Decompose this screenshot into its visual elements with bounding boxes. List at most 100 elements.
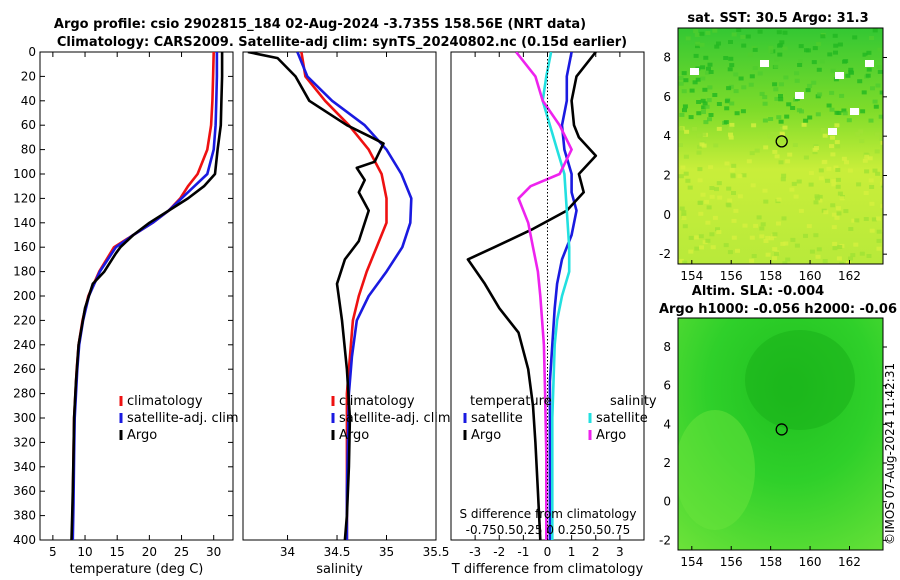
salinity-xtick-label: 34.5	[324, 545, 351, 559]
difference-xtick-label: 1	[568, 545, 576, 559]
difference-salinity-legend-label: satellite	[596, 411, 648, 426]
difference-xtick-label: 2	[592, 545, 600, 559]
sst_map-lon-label: 158	[759, 269, 782, 283]
salinity-legend-label: Argo	[339, 428, 369, 443]
sst_map-lat-label: 6	[663, 90, 671, 104]
depth-tick-label: 360	[13, 484, 36, 498]
temperature-series-argo	[70, 52, 224, 540]
difference-series-salinity-satellite	[541, 52, 571, 540]
sst_map-lon-label: 156	[720, 269, 743, 283]
sla-map-title-line-1: Altim. SLA: -0.004	[692, 284, 824, 299]
difference-series-temperature-satellite	[548, 52, 578, 540]
sla_map-lon-label: 162	[838, 555, 861, 569]
s-difference-label: S difference from climatology	[460, 507, 637, 521]
sla_map-lon-label: 160	[799, 555, 822, 569]
temperature-series-climatology	[70, 52, 215, 540]
depth-tick-label: 220	[13, 313, 36, 327]
imos-timestamp: ©IMOS 07-Aug-2024 11:42:31	[883, 363, 897, 545]
sla_map-lon-label: 154	[680, 555, 703, 569]
salinity-xtick-label: 35	[379, 545, 394, 559]
salinity-series-climatology	[300, 52, 388, 540]
depth-tick-label: 140	[13, 216, 36, 230]
sst_map-lon-label: 160	[799, 269, 822, 283]
sst-map-frame	[677, 27, 884, 265]
depth-tick-label: 340	[13, 460, 36, 474]
difference-xlabel: T difference from climatology	[451, 562, 644, 577]
temperature-axes-frame	[39, 51, 234, 541]
depth-tick-label: 0	[28, 45, 36, 59]
salinity-panel: 34 34.5 35 35.5 salinity climatology satellite…	[242, 51, 451, 577]
difference-xtick-label: -3	[469, 545, 481, 559]
difference-salinity-legend-label: Argo	[596, 428, 626, 443]
depth-tick-label: 80	[21, 143, 36, 157]
temperature-series-satellite-adj-clim	[71, 52, 219, 540]
temperature-legend-label: climatology	[127, 394, 203, 409]
sst_map-lon-label: 154	[680, 269, 703, 283]
temperature-xtick-label: 15	[110, 545, 125, 559]
sst_map-lat-label: 8	[663, 51, 671, 65]
figure-title-line-1: Argo profile: csio 2902815_184 02-Aug-20…	[54, 17, 586, 32]
legend-title-temperature: temperature	[470, 394, 552, 409]
sst-map: sat. SST: 30.5 Argo: 31.3 154 156 158 160 16…	[659, 11, 887, 283]
temperature-panel: 0 20 40 60 80 100 120 140 160 180 200 220 240 260 280 3…	[13, 45, 239, 577]
depth-tick-label: 160	[13, 240, 36, 254]
sst_map-lat-label: 0	[663, 208, 671, 222]
sst_map-lat-label: -2	[659, 247, 671, 261]
salinity-series-satellite-adj-clim	[296, 52, 413, 540]
depth-tick-label: 240	[13, 338, 36, 352]
sla_map-lat-label: 4	[663, 417, 671, 431]
depth-tick-label: 260	[13, 362, 36, 376]
difference-panel: -3 -2 -1 0 1 2 3 T difference from climatology S…	[450, 51, 657, 577]
difference-temperature-legend-label: Argo	[471, 428, 501, 443]
salinity-xtick-label: 35.5	[423, 545, 450, 559]
depth-tick-label: 20	[21, 69, 36, 83]
difference-xtick-label: 3	[616, 545, 624, 559]
sla_map-lat-label: 0	[663, 495, 671, 509]
figure-title-line-2: Climatology: CARS2009. Satellite-adj cli…	[57, 35, 627, 50]
sla_map-lon-label: 158	[759, 555, 782, 569]
sst_map-lat-label: 4	[663, 129, 671, 143]
depth-tick-label: 300	[13, 411, 36, 425]
sst-map-title: sat. SST: 30.5 Argo: 31.3	[687, 11, 868, 26]
sla_map-lat-label: 2	[663, 456, 671, 470]
salinity-axes-frame	[242, 51, 437, 541]
difference-series-temperature-argo	[466, 52, 598, 540]
sst_map-lat-label: 2	[663, 169, 671, 183]
sla_map-lat-label: 8	[663, 340, 671, 354]
depth-tick-label: 320	[13, 435, 36, 449]
difference-xtick-label: 0	[544, 545, 552, 559]
depth-tick-label: 380	[13, 509, 36, 523]
depth-tick-label: 280	[13, 387, 36, 401]
depth-tick-label: 100	[13, 167, 36, 181]
sla_map-lon-label: 156	[720, 555, 743, 569]
argo-float-marker	[775, 423, 788, 436]
temperature-legend-label: Argo	[127, 428, 157, 443]
salinity-series-argo	[247, 52, 385, 540]
temperature-xtick-label: 25	[174, 545, 189, 559]
temperature-xtick-label: 10	[77, 545, 92, 559]
salinity-xlabel: salinity	[316, 562, 363, 577]
argo-float-marker	[775, 135, 788, 148]
sla-map-title-line-2: Argo h1000: -0.056 h2000: -0.06	[659, 302, 897, 317]
legend-title-salinity: salinity	[610, 394, 657, 409]
depth-tick-label: 40	[21, 94, 36, 108]
salinity-xtick-label: 34	[280, 545, 295, 559]
sla-map: Altim. SLA: -0.004 Argo h1000: -0.056 h2…	[659, 284, 897, 569]
salinity-legend-label: climatology	[339, 394, 415, 409]
temperature-legend-label: satellite-adj. clim	[127, 411, 239, 426]
temperature-xtick-label: 30	[206, 545, 221, 559]
sla-map-frame	[677, 317, 884, 551]
temperature-xtick-label: 5	[49, 545, 57, 559]
sla_map-lat-label: 6	[663, 379, 671, 393]
s-difference-tick-labels: -0.750.50.25 0 0.250.50.75	[466, 523, 631, 537]
temperature-xtick-label: 20	[142, 545, 157, 559]
difference-xtick-label: -1	[517, 545, 529, 559]
salinity-legend-label: satellite-adj. clim	[339, 411, 451, 426]
temperature-xlabel: temperature (deg C)	[70, 562, 204, 577]
sst_map-lon-label: 162	[838, 269, 861, 283]
depth-tick-label: 400	[13, 533, 36, 547]
difference-xtick-label: -2	[493, 545, 505, 559]
depth-tick-label: 120	[13, 191, 36, 205]
depth-tick-label: 200	[13, 289, 36, 303]
